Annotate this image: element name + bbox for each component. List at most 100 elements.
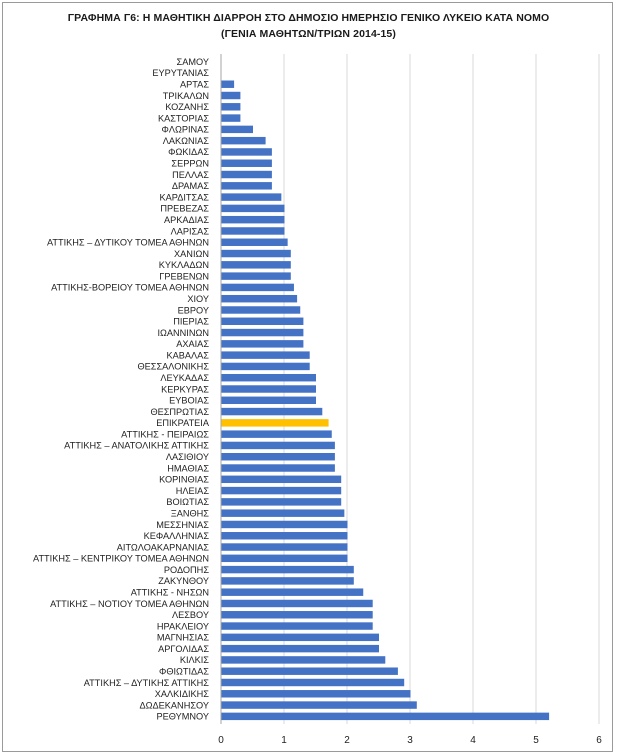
bar bbox=[221, 644, 379, 653]
bar bbox=[221, 667, 398, 675]
category-label: ΜΑΓΝΗΣΙΑΣ bbox=[157, 633, 209, 643]
x-tick-label: 2 bbox=[344, 735, 350, 746]
bar bbox=[221, 385, 316, 393]
bar bbox=[221, 554, 348, 563]
bar bbox=[221, 283, 294, 292]
category-label: ΚΥΚΛΑΔΩΝ bbox=[159, 260, 209, 270]
bar bbox=[221, 464, 335, 472]
category-label: ΑΡΓΟΛΙΔΑΣ bbox=[158, 644, 209, 654]
bar bbox=[221, 565, 354, 574]
category-label: ΘΕΣΣΑΛΟΝΙΚΗΣ bbox=[138, 362, 210, 372]
x-tick-label: 1 bbox=[281, 735, 287, 746]
bar bbox=[221, 328, 304, 337]
x-tick-label: 3 bbox=[407, 735, 413, 746]
bar bbox=[221, 588, 364, 596]
bar bbox=[221, 103, 241, 111]
category-label: ΡΟΔΟΠΗΣ bbox=[164, 565, 209, 575]
bar bbox=[221, 136, 266, 145]
bar-highlight bbox=[221, 419, 329, 427]
category-label: ΑΤΤΙΚΗΣ – ΔΥΤΙΚΗΣ ΑΤΤΙΚΗΣ bbox=[84, 678, 210, 688]
chart-subtitle: (ΓΕΝΙΑ ΜΑΘΗΤΩΝ/ΤΡΙΩΝ 2014-15) bbox=[221, 28, 396, 40]
bar bbox=[221, 261, 291, 269]
bar bbox=[221, 701, 417, 709]
category-label: ΛΑΣΙΘΙΟΥ bbox=[166, 452, 209, 462]
bar bbox=[221, 577, 354, 585]
bar bbox=[221, 509, 345, 517]
category-label: ΣΑΜΟΥ bbox=[177, 57, 209, 67]
category-label: ΛΑΚΩΝΙΑΣ bbox=[163, 136, 210, 146]
category-label: ΚΑΡΔΙΤΣΑΣ bbox=[160, 192, 210, 202]
bar bbox=[221, 599, 373, 608]
category-label: ΘΕΣΠΡΩΤΙΑΣ bbox=[150, 407, 209, 417]
bar bbox=[221, 238, 288, 246]
x-tick-label: 0 bbox=[218, 735, 224, 746]
chart-title: ΓΡΑΦΗΜΑ Γ6: Η ΜΑΘΗΤΙΚΗ ΔΙΑΡΡΟΗ ΣΤΟ ΔΗΜΟΣ… bbox=[67, 12, 550, 24]
category-label: ΛΕΥΚΑΔΑΣ bbox=[160, 373, 209, 383]
category-label: ΜΕΣΣΗΝΙΑΣ bbox=[156, 520, 209, 530]
category-label: ΔΡΑΜΑΣ bbox=[172, 181, 209, 191]
category-label: ΛΕΣΒΟΥ bbox=[172, 610, 209, 620]
x-tick-label: 6 bbox=[596, 735, 602, 746]
bar bbox=[221, 215, 285, 224]
bar bbox=[221, 520, 348, 529]
bar bbox=[221, 294, 298, 303]
category-label: ΑΙΤΩΛΟΑΚΑΡΝΑΝΙΑΣ bbox=[117, 542, 210, 552]
category-label: ΠΕΛΛΑΣ bbox=[172, 170, 209, 180]
bar bbox=[221, 170, 272, 179]
bar bbox=[221, 159, 272, 167]
category-label: ΑΤΤΙΚΗΣ-ΒΟΡΕΙΟΥ ΤΟΜΕΑ ΑΘΗΝΩΝ bbox=[51, 283, 209, 293]
bar bbox=[221, 407, 323, 416]
category-label: ΗΡΑΚΛΕΙΟΥ bbox=[157, 621, 209, 631]
bar bbox=[221, 362, 310, 371]
category-label: ΚΙΛΚΙΣ bbox=[180, 655, 209, 665]
category-label: ΑΤΤΙΚΗΣ – ΝΟΤΙΟΥ ΤΟΜΕΑ ΑΘΗΝΩΝ bbox=[50, 599, 209, 609]
bar bbox=[221, 532, 348, 540]
bar bbox=[221, 249, 291, 258]
category-label: ΚΑΣΤΟΡΙΑΣ bbox=[158, 113, 209, 123]
category-label: ΡΕΘΥΜΝΟΥ bbox=[157, 712, 210, 722]
category-label: ΑΤΤΙΚΗΣ – ΑΝΑΤΟΛΙΚΗΣ ΑΤΤΙΚΗΣ bbox=[64, 441, 209, 451]
category-label: ΦΛΩΡΙΝΑΣ bbox=[162, 125, 210, 135]
category-label: ΚΟΡΙΝΘΙΑΣ bbox=[159, 475, 209, 485]
bar bbox=[221, 80, 235, 88]
bar bbox=[221, 475, 342, 484]
bar bbox=[221, 114, 241, 122]
bar bbox=[221, 91, 241, 100]
category-label: ΖΑΚΥΝΘΟΥ bbox=[158, 576, 209, 586]
category-label: ΦΩΚΙΔΑΣ bbox=[168, 147, 209, 157]
category-label: ΒΟΙΩΤΙΑΣ bbox=[166, 497, 209, 507]
category-label: ΑΧΑΙΑΣ bbox=[176, 339, 209, 349]
bar bbox=[221, 656, 386, 664]
category-label: ΧΑΛΚΙΔΙΚΗΣ bbox=[155, 689, 210, 699]
category-label: ΙΩΑΝΝΙΝΩΝ bbox=[157, 328, 209, 338]
category-label: ΠΙΕΡΙΑΣ bbox=[173, 317, 209, 327]
bar bbox=[221, 611, 373, 619]
category-label: ΚΕΦΑΛΛΗΝΙΑΣ bbox=[144, 531, 210, 541]
bar bbox=[221, 430, 332, 438]
bar bbox=[221, 204, 285, 213]
bar bbox=[221, 498, 342, 506]
bar bbox=[221, 486, 342, 495]
x-tick-label: 5 bbox=[533, 735, 539, 746]
bar bbox=[221, 633, 379, 642]
bar bbox=[221, 193, 282, 201]
bar bbox=[221, 306, 301, 314]
category-label: ΧΙΟΥ bbox=[187, 294, 209, 304]
bar bbox=[221, 690, 411, 698]
category-label: ΑΤΤΙΚΗΣ - ΝΗΣΩΝ bbox=[131, 587, 209, 597]
category-label: ΣΕΡΡΩΝ bbox=[171, 159, 209, 169]
category-label: ΑΤΤΙΚΗΣ – ΚΕΝΤΡΙΚΟΥ ΤΟΜΕΑ ΑΘΗΝΩΝ bbox=[33, 554, 209, 564]
category-label: ΚΟΖΑΝΗΣ bbox=[165, 102, 209, 112]
category-label: ΕΒΡΟΥ bbox=[178, 305, 209, 315]
category-label: ΚΕΡΚΥΡΑΣ bbox=[161, 384, 209, 394]
category-label: ΧΑΝΙΩΝ bbox=[174, 249, 209, 259]
bar bbox=[221, 453, 335, 461]
bar bbox=[221, 678, 405, 687]
bar bbox=[221, 351, 310, 359]
category-label: ΕΠΙΚΡΑΤΕΙΑ bbox=[156, 418, 210, 428]
bar bbox=[221, 396, 316, 405]
bar bbox=[221, 373, 316, 382]
bar bbox=[221, 182, 272, 190]
